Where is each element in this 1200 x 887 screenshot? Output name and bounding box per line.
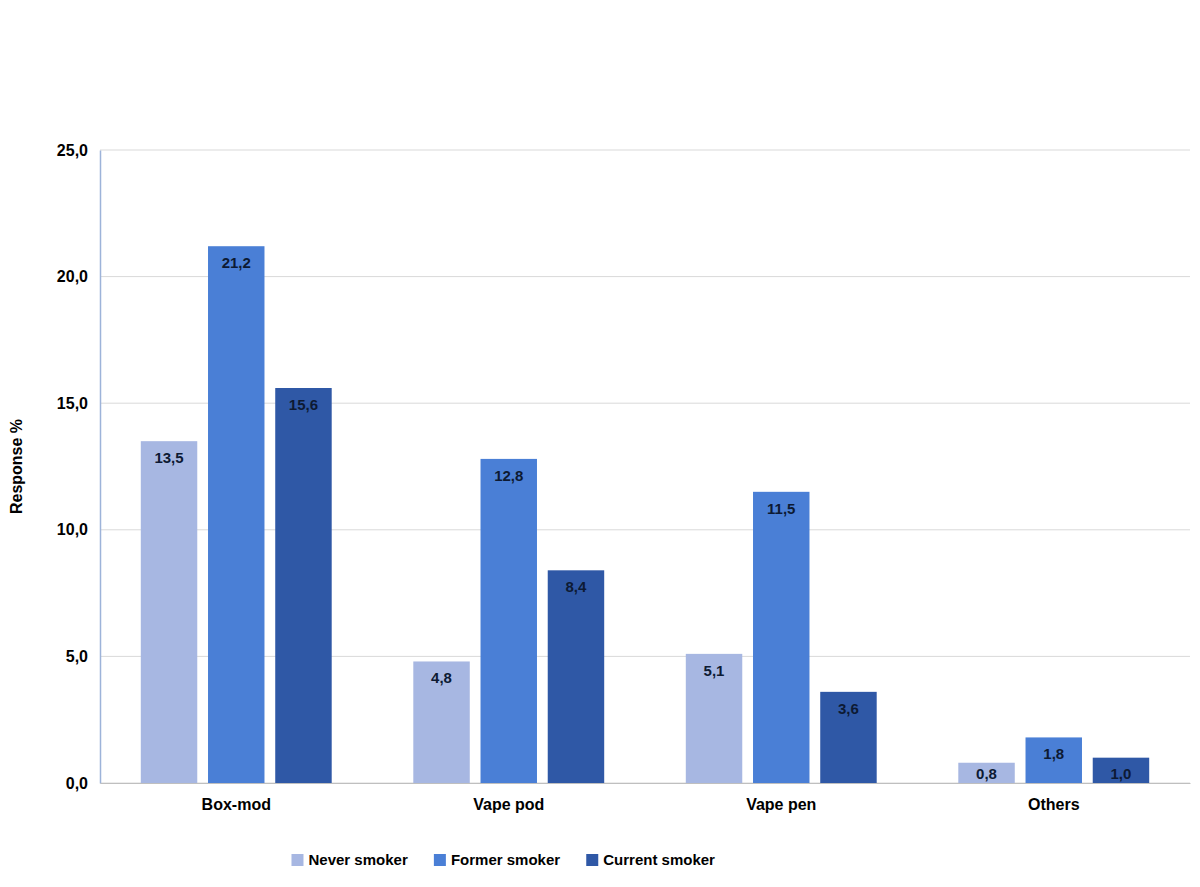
data-label: 0,8 bbox=[976, 765, 997, 782]
x-axis-line bbox=[101, 783, 1191, 784]
chart: 0,0 5,0 10,0 15,0 20,0 25,0 Box-mod Vape pod Vap… bbox=[0, 0, 1200, 887]
y-axis-title: Response % bbox=[8, 419, 25, 514]
y-tick-label: 5,0 bbox=[66, 648, 88, 665]
x-tick-label: Box-mod bbox=[202, 796, 271, 813]
y-tick: 15,0 bbox=[57, 395, 100, 412]
x-tick: Vape pen bbox=[746, 783, 816, 813]
y-axis-line bbox=[100, 151, 102, 784]
data-label: 8,4 bbox=[566, 578, 588, 595]
data-label: 11,5 bbox=[767, 500, 795, 517]
y-tick: 20,0 bbox=[57, 268, 100, 285]
y-tick-label: 15,0 bbox=[57, 395, 88, 412]
x-tick-label: Vape pod bbox=[473, 796, 544, 813]
y-tick: 5,0 bbox=[66, 648, 100, 665]
x-tick: Box-mod bbox=[202, 783, 271, 813]
grid bbox=[100, 150, 1190, 783]
bar bbox=[958, 763, 1014, 783]
data-label: 3,6 bbox=[838, 700, 859, 717]
legend-item: Former smoker bbox=[434, 851, 560, 868]
bar bbox=[413, 661, 469, 783]
data-labels: 13,5 4,8 5,1 0,8 21,2 12,8 11,5 1,8 15,6 8,4 3,6 1,… bbox=[154, 254, 1131, 782]
y-tick: 10,0 bbox=[57, 521, 100, 538]
x-tick: Others bbox=[1028, 783, 1080, 813]
y-tick-label: 0,0 bbox=[66, 775, 88, 792]
legend-swatch bbox=[586, 854, 598, 866]
data-label: 13,5 bbox=[154, 449, 183, 466]
data-label: 12,8 bbox=[494, 467, 523, 484]
x-tick-label: Vape pen bbox=[746, 796, 816, 813]
y-tick-label: 10,0 bbox=[57, 521, 88, 538]
bar bbox=[686, 654, 742, 783]
legend-label: Current smoker bbox=[603, 851, 715, 868]
grid-line bbox=[100, 150, 1190, 151]
legend-label: Never smoker bbox=[308, 851, 407, 868]
data-label: 15,6 bbox=[289, 396, 318, 413]
bars bbox=[141, 246, 1149, 783]
bar bbox=[1093, 758, 1149, 783]
data-label: 1,8 bbox=[1043, 745, 1064, 762]
x-tick: Vape pod bbox=[473, 783, 544, 813]
x-tick-label: Others bbox=[1028, 796, 1080, 813]
legend-label: Former smoker bbox=[451, 851, 560, 868]
bar bbox=[141, 441, 197, 783]
y-tick-label: 20,0 bbox=[57, 268, 88, 285]
bar bbox=[548, 570, 604, 783]
bar bbox=[208, 246, 264, 783]
plot: 0,0 5,0 10,0 15,0 20,0 25,0 Box-mod Vape pod Vap… bbox=[57, 142, 1191, 814]
legend-item: Current smoker bbox=[586, 851, 715, 868]
bar bbox=[820, 692, 876, 783]
legend-swatch bbox=[291, 854, 303, 866]
legend: Never smoker Former smoker Current smoker bbox=[291, 851, 715, 868]
data-label: 1,0 bbox=[1111, 765, 1132, 782]
bar bbox=[481, 459, 537, 783]
legend-swatch bbox=[434, 854, 446, 866]
y-tick-label: 25,0 bbox=[57, 142, 88, 159]
x-axis: Box-mod Vape pod Vape pen Others bbox=[101, 783, 1191, 813]
y-axis: 0,0 5,0 10,0 15,0 20,0 25,0 bbox=[57, 142, 101, 792]
data-label: 21,2 bbox=[222, 254, 251, 271]
legend-item: Never smoker bbox=[291, 851, 407, 868]
bar bbox=[275, 388, 331, 783]
y-tick: 0,0 bbox=[66, 775, 100, 792]
y-tick: 25,0 bbox=[57, 142, 100, 159]
data-label: 5,1 bbox=[704, 662, 725, 679]
bar bbox=[753, 492, 809, 783]
data-label: 4,8 bbox=[431, 669, 452, 686]
bar bbox=[1026, 737, 1082, 783]
